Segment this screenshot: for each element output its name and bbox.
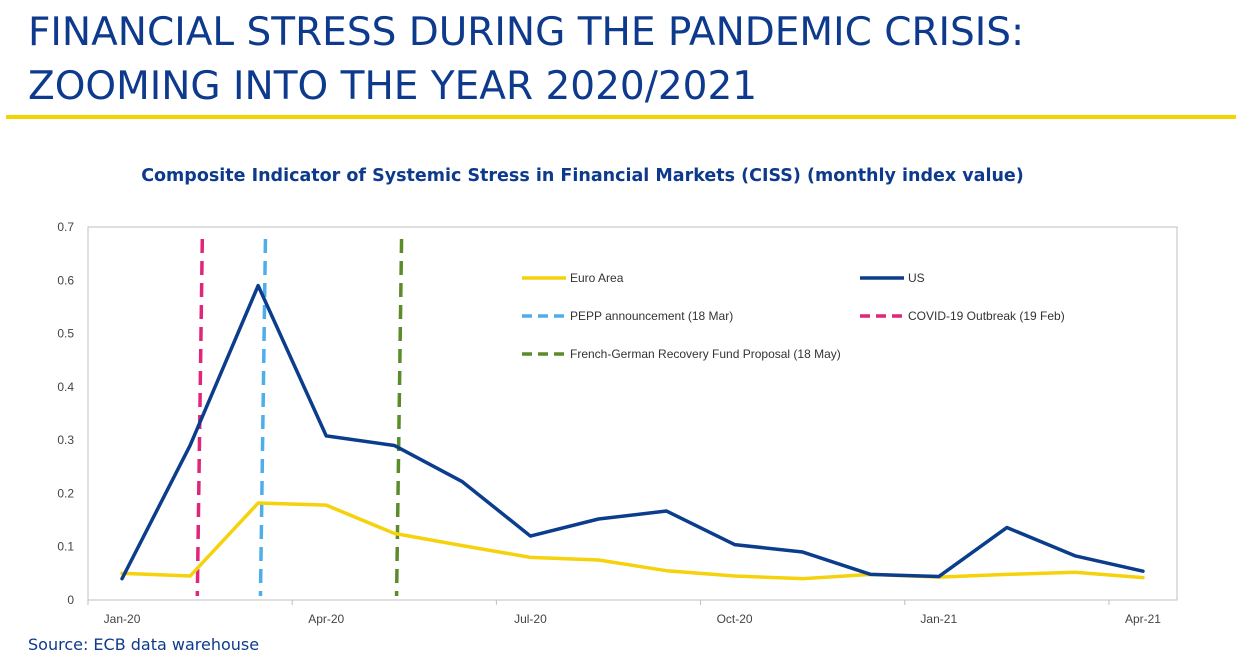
x-axis: Jan-20 Apr-20 Jul-20 Oct-20 Jan-21 Apr-21 <box>87 600 1161 626</box>
series-lines <box>120 283 1145 581</box>
x-tick-label: Apr-21 <box>1125 612 1161 626</box>
legend-label: PEPP announcement (18 Mar) <box>570 309 733 323</box>
x-tick-label: Apr-20 <box>308 612 344 626</box>
legend-label: COVID-19 Outbreak (19 Feb) <box>908 309 1065 323</box>
x-tick-label: Jul-20 <box>514 612 547 626</box>
title-divider <box>6 115 1236 119</box>
event-line <box>258 238 268 597</box>
series-line <box>120 501 1145 581</box>
event-line <box>195 238 205 597</box>
x-tick-label: Oct-20 <box>717 612 753 626</box>
source-note: Source: ECB data warehouse <box>28 635 260 654</box>
legend-label: US <box>908 271 925 285</box>
page-title: FINANCIAL STRESS DURING THE PANDEMIC CRI… <box>28 10 1025 109</box>
x-tick-label: Jan-21 <box>920 612 957 626</box>
plot-area-frame <box>87 226 1178 601</box>
y-tick-label: 0.3 <box>57 433 74 447</box>
legend-label: French-German Recovery Fund Proposal (18… <box>570 347 841 361</box>
y-tick-label: 0 <box>67 593 74 607</box>
event-line <box>394 238 404 597</box>
y-tick-label: 0.7 <box>57 220 74 234</box>
y-axis: 0 0.1 0.2 0.3 0.4 0.5 0.6 0.7 <box>57 220 74 607</box>
y-tick-label: 0.5 <box>57 327 74 341</box>
y-tick-label: 0.6 <box>57 273 74 287</box>
y-tick-label: 0.2 <box>57 486 74 500</box>
event-lines <box>195 238 404 597</box>
chart-title: Composite Indicator of Systemic Stress i… <box>141 166 1024 186</box>
y-tick-label: 0.1 <box>57 540 74 554</box>
x-tick-label: Jan-20 <box>104 612 141 626</box>
legend-label: Euro Area <box>570 271 624 285</box>
series-line <box>120 283 1145 581</box>
legend: Euro Area US PEPP announcement (18 Mar) COV… <box>522 271 1065 361</box>
y-tick-label: 0.4 <box>57 380 74 394</box>
